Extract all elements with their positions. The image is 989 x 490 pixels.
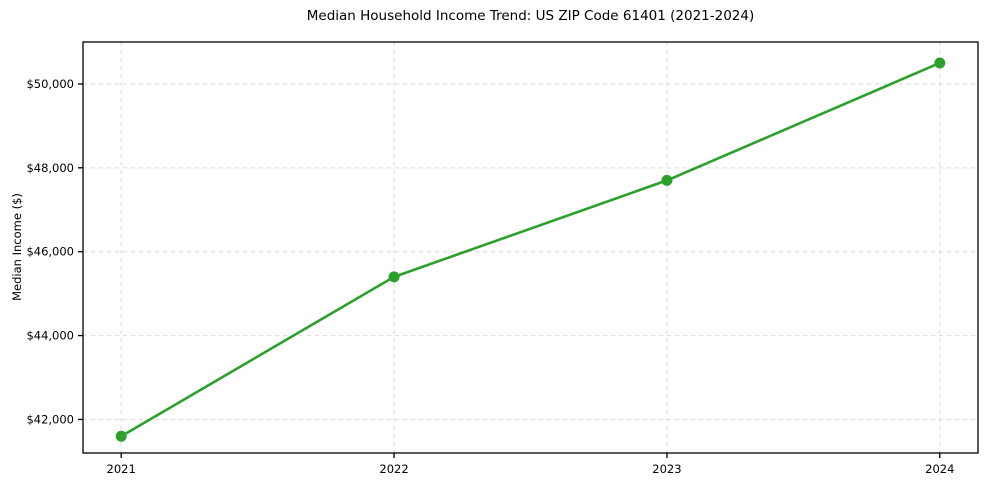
data-point-marker	[388, 271, 400, 283]
x-tick-label: 2023	[652, 462, 681, 476]
x-tick-label: 2024	[925, 462, 954, 476]
data-point-marker	[115, 430, 127, 442]
y-tick-label: $44,000	[26, 329, 74, 343]
data-point-marker	[934, 57, 946, 69]
y-axis-label: Median Income ($)	[10, 193, 24, 301]
y-tick-label: $42,000	[26, 412, 74, 426]
x-tick-label: 2022	[379, 462, 408, 476]
y-tick-label: $46,000	[26, 245, 74, 259]
chart-title: Median Household Income Trend: US ZIP Co…	[306, 8, 755, 24]
data-line	[119, 61, 942, 438]
data-point-marker	[661, 174, 673, 186]
y-tick-label: $48,000	[26, 161, 74, 175]
plot-border	[82, 41, 979, 454]
x-tick-label: 2021	[107, 462, 136, 476]
y-tick-label: $50,000	[26, 77, 74, 91]
